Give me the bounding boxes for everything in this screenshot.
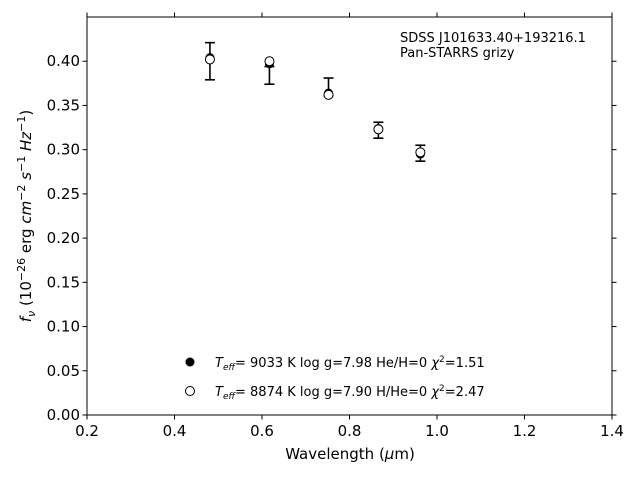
y-tick-label: 0.10 xyxy=(47,318,80,336)
model-point-open xyxy=(264,56,275,67)
y-tick-label: 0.25 xyxy=(47,185,80,203)
y-tick-label: 0.30 xyxy=(47,141,80,159)
legend: Teff= 9033 K log g=7.98 He/H=0 χ2=1.51 T… xyxy=(185,355,485,402)
y-tick-label: 0.35 xyxy=(47,96,80,114)
model-point-open xyxy=(415,147,426,158)
data-marks xyxy=(204,41,426,162)
y-tick-label: 0.20 xyxy=(47,229,80,247)
x-tick-label: 0.2 xyxy=(75,422,99,440)
x-tick-label: 1.0 xyxy=(425,422,449,440)
legend-marker-filled xyxy=(185,357,195,367)
x-tick-label: 0.4 xyxy=(163,422,187,440)
y-tick-label: 0.05 xyxy=(47,362,80,380)
x-tick-label: 0.6 xyxy=(250,422,274,440)
model-point-open xyxy=(323,89,334,100)
model-point-open xyxy=(204,54,215,65)
legend-entry-1: Teff= 9033 K log g=7.98 He/H=0 χ2=1.51 xyxy=(215,355,485,373)
x-tick-label: 0.8 xyxy=(338,422,362,440)
legend-entry-2: Teff= 8874 K log g=7.90 H/He=0 χ2=2.47 xyxy=(215,384,485,402)
y-tick-label: 0.00 xyxy=(47,406,80,424)
plot-area xyxy=(86,16,613,416)
model-point-open xyxy=(373,124,384,135)
y-tick-label: 0.15 xyxy=(47,273,80,291)
object-name-annotation: SDSS J101633.40+193216.1 xyxy=(400,31,586,46)
x-tick-label: 1.2 xyxy=(513,422,537,440)
legend-marker-open xyxy=(185,386,195,396)
y-tick-label: 0.40 xyxy=(47,52,80,70)
x-tick-label: 1.4 xyxy=(600,422,624,440)
photometry-annotation: Pan-STARRS grizy xyxy=(400,46,515,61)
x-ticks: 0.2 0.4 0.6 0.8 1.0 1.2 1.4 xyxy=(75,12,624,440)
x-axis-label: Wavelength (μm) xyxy=(285,445,415,463)
y-axis-label: fν (10−26 erg cm−2 s−1 Hz−1) xyxy=(15,110,38,323)
y-ticks: 0.00 0.05 0.10 0.15 0.20 0.25 0.30 0.35 0.40 xyxy=(47,52,617,424)
